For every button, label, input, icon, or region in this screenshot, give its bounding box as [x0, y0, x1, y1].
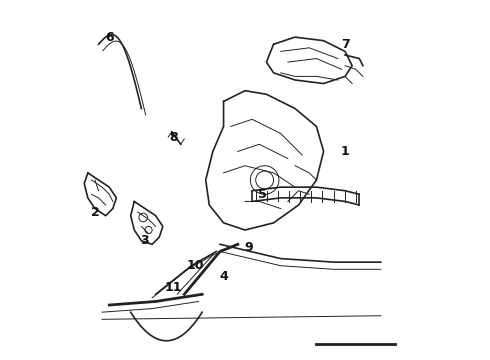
Text: 11: 11: [165, 281, 182, 294]
Text: 4: 4: [219, 270, 228, 283]
Text: 9: 9: [244, 241, 253, 255]
Text: 7: 7: [341, 38, 349, 51]
Text: 2: 2: [91, 206, 99, 219]
Text: 10: 10: [186, 259, 204, 272]
Text: 3: 3: [141, 234, 149, 247]
Text: 6: 6: [105, 31, 114, 44]
Text: 5: 5: [259, 188, 267, 201]
Text: 8: 8: [169, 131, 178, 144]
Text: 1: 1: [341, 145, 349, 158]
